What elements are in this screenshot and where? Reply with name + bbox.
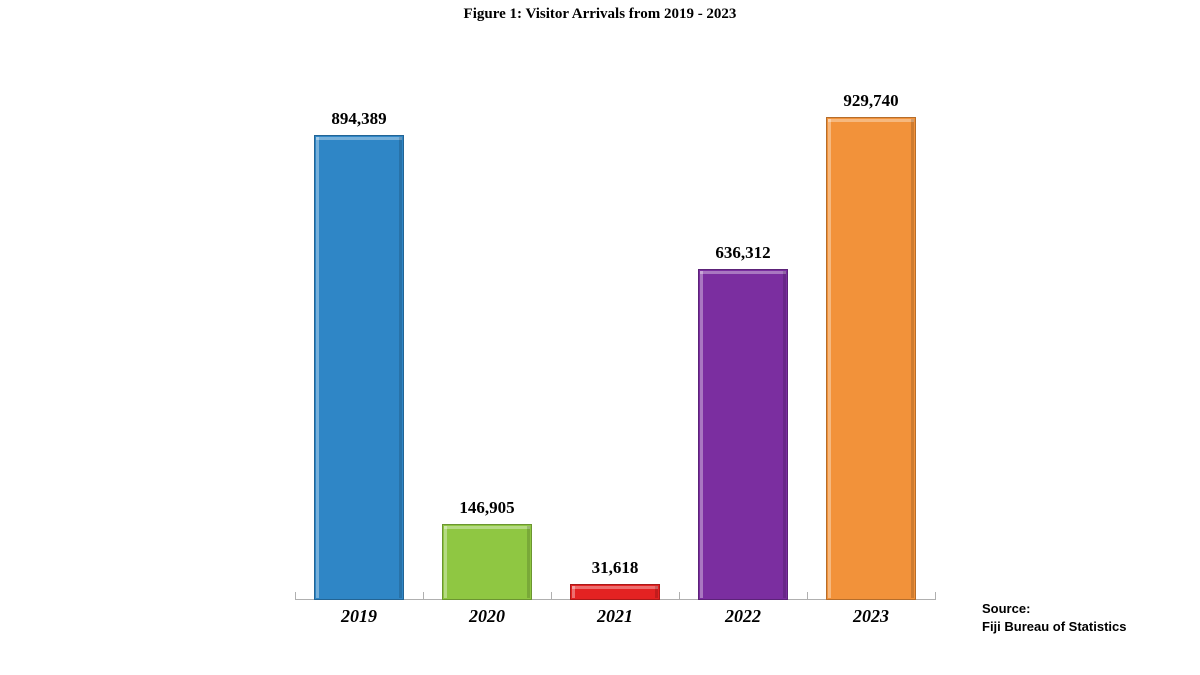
bar-value-label: 929,740 — [843, 91, 898, 111]
bar — [314, 135, 404, 600]
bar — [698, 269, 788, 600]
bar — [442, 524, 532, 600]
bar-value-label: 146,905 — [459, 498, 514, 518]
x-axis-label: 2020 — [469, 606, 505, 627]
x-axis-label: 2021 — [597, 606, 633, 627]
bar-slot: 146,9052020 — [423, 80, 551, 600]
source-attribution: Source: Fiji Bureau of Statistics — [982, 600, 1126, 635]
x-axis-label: 2019 — [341, 606, 377, 627]
bar — [570, 584, 660, 600]
bar-value-label: 636,312 — [715, 243, 770, 263]
bar-slot: 929,7402023 — [807, 80, 935, 600]
x-axis-label: 2022 — [725, 606, 761, 627]
bar-value-label: 894,389 — [331, 109, 386, 129]
figure-container: Figure 1: Visitor Arrivals from 2019 - 2… — [0, 0, 1200, 675]
source-text: Fiji Bureau of Statistics — [982, 619, 1126, 634]
bar-slot: 31,6182021 — [551, 80, 679, 600]
bar — [826, 117, 916, 600]
chart-plot-area: 894,3892019146,905202031,6182021636,3122… — [295, 80, 935, 600]
bar-value-label: 31,618 — [592, 558, 639, 578]
bar-slot: 894,3892019 — [295, 80, 423, 600]
chart-title: Figure 1: Visitor Arrivals from 2019 - 2… — [0, 6, 1200, 23]
bar-slot: 636,3122022 — [679, 80, 807, 600]
x-axis-tick — [935, 592, 936, 600]
source-label: Source: — [982, 601, 1030, 616]
x-axis-label: 2023 — [853, 606, 889, 627]
